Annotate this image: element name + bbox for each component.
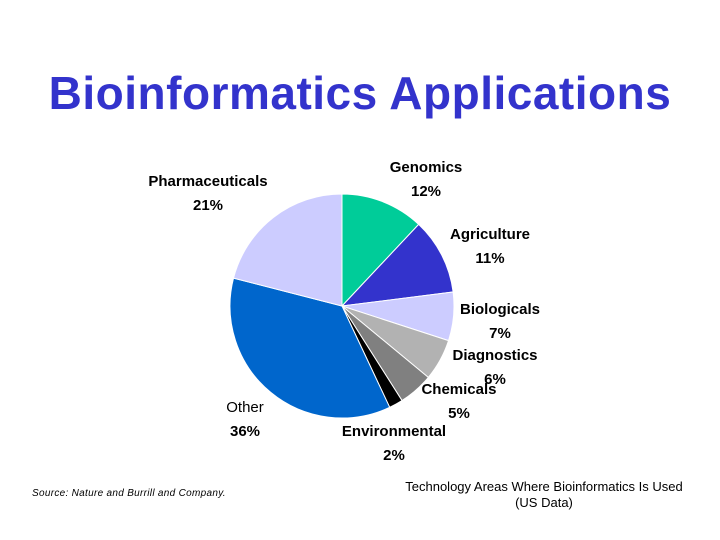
pie-slices: [229, 193, 455, 419]
pie-slice-pharmaceuticals: [232, 193, 343, 307]
label-chemicals-name: Chemicals: [421, 381, 497, 398]
label-pharmaceuticals: Pharmaceuticals 21%: [140, 170, 276, 218]
label-chemicals: Chemicals 5%: [412, 378, 506, 426]
label-diagnostics-value: 6%: [484, 371, 506, 388]
label-biologicals: Biologicals 7%: [448, 298, 552, 346]
label-agriculture: Agriculture 11%: [440, 223, 540, 271]
pie-slice-agriculture: [340, 223, 454, 307]
label-genomics: Genomics 12%: [376, 156, 476, 204]
chart-caption: Technology Areas Where Bioinformatics Is…: [405, 479, 683, 510]
label-agriculture-value: 11%: [475, 250, 505, 267]
label-chemicals-value: 5%: [448, 405, 470, 422]
source-note: Source: Nature and Burrill and Company.: [32, 488, 226, 499]
label-genomics-name: Genomics: [389, 159, 463, 176]
label-environmental-value: 2%: [383, 447, 405, 464]
chart-title: Bioinformatics Applications: [48, 67, 672, 119]
label-biologicals-value: 7%: [489, 325, 511, 342]
label-other-value: 36%: [229, 423, 261, 440]
label-diagnostics: Diagnostics 6%: [440, 344, 550, 392]
label-environmental-name: Environmental: [341, 423, 447, 440]
pie-slice-genomics: [341, 193, 420, 308]
label-other-name: Other: [226, 399, 264, 416]
label-agriculture-name: Agriculture: [449, 226, 530, 243]
label-biologicals-name: Biologicals: [459, 301, 541, 318]
label-genomics-value: 12%: [410, 183, 442, 200]
label-other: Other 36%: [205, 396, 285, 444]
label-pharmaceuticals-value: 21%: [192, 197, 224, 214]
pie-slice-other: [229, 277, 391, 419]
label-diagnostics-name: Diagnostics: [452, 347, 538, 364]
label-environmental: Environmental 2%: [334, 420, 454, 468]
label-pharmaceuticals-name: Pharmaceuticals: [148, 173, 268, 190]
